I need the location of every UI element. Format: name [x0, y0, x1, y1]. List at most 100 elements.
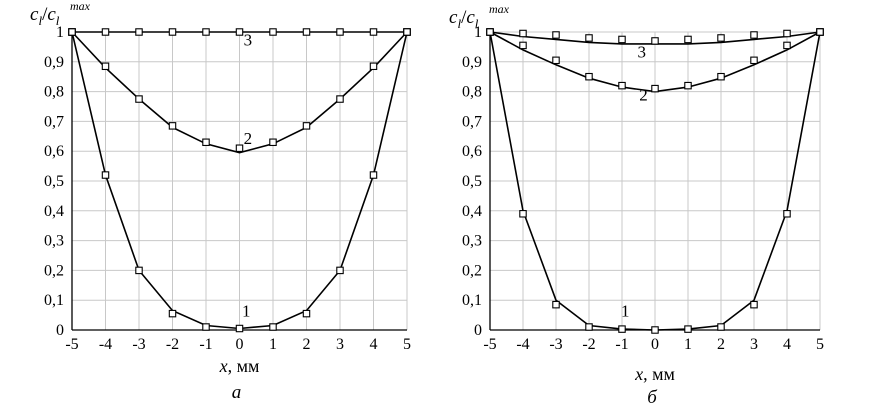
- series-2-point: [717, 72, 725, 81]
- y-label-base-2: c: [466, 7, 475, 28]
- series-1-point: [519, 210, 527, 218]
- x-tick-label: 4: [370, 336, 378, 353]
- series-2-point: [684, 81, 692, 90]
- x-tick-label: -4: [516, 336, 529, 353]
- series-1-point: [750, 300, 758, 309]
- curve-label-3: 3: [244, 30, 253, 49]
- y-label-sub-2: l: [475, 16, 479, 31]
- curve-label-3: 3: [638, 42, 647, 61]
- y-tick-label: 0,7: [44, 113, 64, 130]
- series-2-point: [168, 122, 177, 130]
- series-3-point: [618, 35, 626, 44]
- series-3-point: [684, 35, 692, 44]
- series-3-point: [717, 34, 725, 42]
- x-tick-label: 1: [269, 336, 277, 353]
- series-1-point: [168, 309, 177, 318]
- series-3-point: [750, 31, 758, 39]
- x-tick-label: -3: [132, 336, 145, 353]
- y-tick-label: 0,1: [44, 292, 64, 309]
- x-label-unit: , мм: [643, 364, 675, 384]
- x-tick-label: -1: [615, 336, 628, 353]
- y-label-sep: /: [461, 7, 467, 28]
- series-2-point: [336, 95, 344, 103]
- series-3-point: [168, 28, 177, 36]
- y-tick-label: 0,6: [462, 143, 482, 160]
- panel-label: а: [232, 382, 242, 403]
- series-2-point: [519, 41, 527, 50]
- y-label-sub: l: [38, 13, 42, 28]
- x-tick-label: 0: [236, 336, 244, 353]
- series-3-point: [552, 31, 560, 39]
- y-tick-label: 0,5: [44, 173, 64, 190]
- y-tick-label: 0: [56, 322, 64, 339]
- y-tick-label: 0,2: [462, 262, 482, 279]
- x-tick-label: 2: [717, 336, 725, 353]
- series-1-point: [552, 300, 560, 309]
- y-tick-label: 0,2: [44, 262, 64, 279]
- series-3-point: [68, 28, 76, 36]
- y-tick-label: 0,1: [462, 292, 482, 309]
- series-3-point: [369, 28, 378, 36]
- y-label-sub-2: l: [56, 13, 60, 28]
- series-3-point: [235, 28, 244, 36]
- x-label-var: x: [634, 364, 643, 384]
- chart-panel-b: -5 -4 -3 -2 -1 0 1 2 3 4 5 0 0,1 0,2 0,3 0,4 0,5 0,6 0,7 0,…: [449, 2, 824, 408]
- x-tick-label: 5: [403, 336, 411, 353]
- series-3-point: [403, 28, 411, 36]
- series-1-point: [269, 323, 277, 331]
- series-3-point: [486, 28, 494, 36]
- x-label-unit: , мм: [228, 356, 260, 376]
- series-2-point: [552, 56, 560, 65]
- series-1-point: [302, 309, 311, 318]
- series-1-point: [336, 266, 344, 275]
- y-label-base: c: [30, 4, 39, 25]
- y-tick-label: 0,3: [44, 233, 64, 250]
- x-tick-label: -4: [99, 336, 112, 353]
- x-tick-label: 0: [651, 336, 659, 353]
- series-2-point: [269, 138, 277, 147]
- curve-label-2: 2: [639, 86, 648, 105]
- series-1-point: [235, 324, 244, 333]
- y-tick-label: 0,4: [44, 203, 64, 220]
- series-3-point: [585, 34, 593, 42]
- y-tick-label: 0,8: [462, 84, 482, 101]
- series-2-point: [651, 84, 659, 93]
- x-tick-label: 3: [336, 336, 344, 353]
- y-tick-label: 1: [56, 24, 64, 41]
- x-tick-label: 2: [303, 336, 311, 353]
- y-label-sep: /: [42, 4, 48, 25]
- series-2-point: [783, 41, 791, 50]
- y-label-base-2: c: [47, 4, 56, 25]
- x-label-var: x: [219, 356, 228, 376]
- series-3-point: [519, 29, 527, 38]
- series-1-point: [202, 323, 210, 331]
- curve-label-2: 2: [244, 129, 253, 148]
- series-1-point: [369, 171, 378, 179]
- y-label-sup: max: [489, 2, 510, 16]
- series-3-point: [302, 28, 311, 36]
- y-tick-label: 0: [474, 322, 482, 339]
- series-3-point: [135, 28, 143, 36]
- series-1-point: [717, 323, 725, 331]
- x-axis-label: x, мм: [219, 356, 260, 376]
- series-2-line: [71, 31, 408, 154]
- series-2-point: [101, 62, 110, 71]
- series-3-point: [783, 29, 791, 38]
- y-label-sub: l: [457, 16, 461, 31]
- x-tick-label: -3: [549, 336, 562, 353]
- y-tick-label: 1: [474, 24, 482, 41]
- y-axis-label: cl/cl: [30, 4, 60, 28]
- x-tick-label: -5: [65, 336, 78, 353]
- series-1-point: [783, 210, 791, 218]
- x-tick-label: -2: [582, 336, 595, 353]
- series-3-point: [269, 28, 277, 36]
- y-axis-label: cl/cl: [449, 7, 479, 31]
- series-2-point: [618, 81, 626, 90]
- y-label-sup: max: [70, 0, 91, 13]
- series-2-point: [202, 138, 210, 147]
- x-tick-label: 1: [684, 336, 692, 353]
- series-2-point: [235, 144, 244, 152]
- x-tick-label: -2: [166, 336, 179, 353]
- x-tick-label: 5: [816, 336, 824, 353]
